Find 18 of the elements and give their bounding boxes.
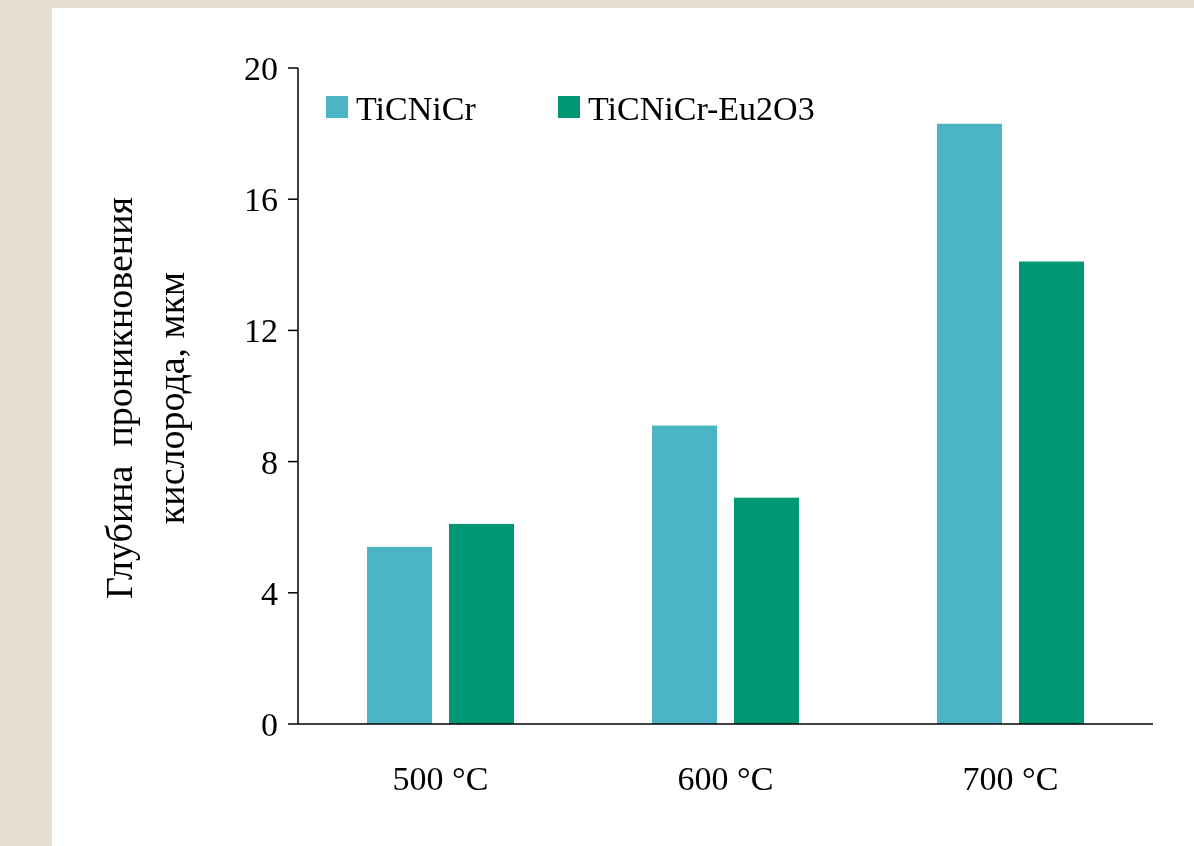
y-tick-label: 12	[244, 312, 278, 350]
legend-label: TiCNiCr-Eu2O3	[588, 89, 815, 127]
y-tick-label: 4	[261, 574, 278, 612]
bar	[937, 123, 1002, 724]
x-tick-label: 600 °C	[677, 760, 774, 797]
bar	[449, 523, 514, 724]
bar	[652, 425, 717, 724]
y-tick-label: 8	[261, 443, 278, 481]
y-axis-title: Глубина проникновения кислорода, мкм	[98, 197, 192, 599]
bar	[367, 546, 432, 724]
y-tick-label: 20	[244, 49, 278, 87]
x-tick-label: 700 °C	[962, 760, 1059, 797]
bar	[1019, 261, 1084, 724]
y-tick-label: 16	[244, 181, 278, 219]
bar	[734, 497, 799, 724]
y-tick-label: 0	[261, 705, 278, 743]
x-tick-label: 500 °C	[392, 760, 489, 797]
legend-label: TiCNiCr	[356, 89, 477, 127]
